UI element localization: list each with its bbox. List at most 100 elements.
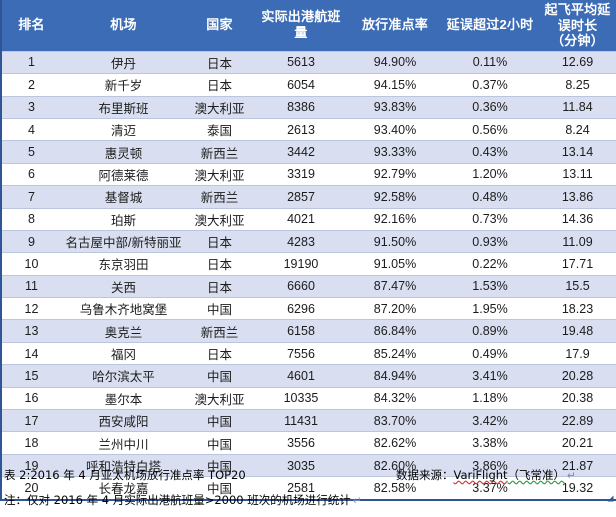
table-row: 10 东京羽田 日本 19190 91.05% 0.22% 17.71: [0, 252, 616, 276]
cell-country: 澳大利亚: [186, 95, 253, 119]
cell-ontime-rate: 84.32%: [349, 386, 441, 411]
cell-rank: 17: [0, 409, 61, 433]
cell-rank: 3: [0, 95, 61, 119]
cell-ontime-rate: 94.90%: [349, 50, 441, 75]
table-header: 排名 机场 国家 实际出港航班量 放行准点率 延误超过2小时 起飞平均延误时长 …: [0, 0, 616, 52]
table-row: 6 阿德莱德 澳大利亚 3319 92.79% 1.20% 13.11: [0, 162, 616, 187]
cell-rank: 15: [0, 364, 61, 388]
table-row: 14 福冈 日本 7556 85.24% 0.49% 17.9: [0, 341, 616, 366]
column-header-country: 国家: [206, 17, 233, 33]
cell-avg-delay-minutes: 11.84: [539, 95, 616, 119]
cell-ontime-rate: 93.33%: [349, 140, 441, 164]
cell-delay-over-2h: 3.42%: [441, 409, 539, 433]
cell-ontime-rate: 93.40%: [349, 117, 441, 142]
cell-country: 日本: [186, 73, 253, 97]
caption-line-note: 注：仅对 2016 年 4 月实际出港航班量>2000 班次的机场进行统计 ↵: [0, 488, 616, 513]
table-row: 16 墨尔本 澳大利亚 10335 84.32% 1.18% 20.38: [0, 386, 616, 411]
cell-actual-departures: 7556: [253, 341, 349, 366]
cell-delay-over-2h: 0.22%: [441, 252, 539, 276]
table-body: 1 伊丹 日本 5613 94.90% 0.11% 12.69 2 新千岁 日本 6054 94.15…: [0, 50, 616, 501]
cell-airport: 墨尔本: [61, 386, 186, 411]
table-row: 19 呼和浩特白塔 中国 3035 82.60% 3.86% 21.87: [0, 453, 616, 478]
cell-country: 澳大利亚: [186, 386, 253, 411]
cell-actual-departures: 4021: [253, 207, 349, 231]
cell-delay-over-2h: 0.37%: [441, 73, 539, 97]
table-row: 12 乌鲁木齐地窝堡 中国 6296 87.20% 1.95% 18.23: [0, 297, 616, 321]
table-row: 9 名古屋中部/新特丽亚 日本 4283 91.50% 0.93% 11.09: [0, 229, 616, 254]
table-resize-handle[interactable]: [607, 495, 614, 502]
cell-ontime-rate: 92.79%: [349, 162, 441, 187]
cell-airport: 关西: [61, 274, 186, 299]
cell-ontime-rate: 92.58%: [349, 185, 441, 209]
cell-actual-departures: 6660: [253, 274, 349, 299]
table-row: 13 奥克兰 新西兰 6158 86.84% 0.89% 19.48: [0, 319, 616, 343]
cell-avg-delay-minutes: 15.5: [539, 274, 616, 299]
cell-airport: 福冈: [61, 341, 186, 366]
column-header-avg-delay-line1: 起飞平均延误时长: [544, 2, 611, 33]
cell-country: 澳大利亚: [186, 162, 253, 187]
cell-rank: 18: [0, 431, 61, 455]
cell-country: 中国: [186, 297, 253, 321]
cell-actual-departures: 2613: [253, 117, 349, 142]
cell-country: 泰国: [186, 117, 253, 142]
cell-country: 日本: [186, 274, 253, 299]
column-header-ontime: 放行准点率: [361, 17, 428, 33]
cell-country: 中国: [186, 431, 253, 455]
pilcrow-mark-note: ↵: [352, 495, 362, 507]
cell-avg-delay-minutes: 20.28: [539, 364, 616, 388]
cell-country: 中国: [186, 364, 253, 388]
cell-rank: 5: [0, 140, 61, 164]
cell-avg-delay-minutes: 19.48: [539, 319, 616, 343]
cell-delay-over-2h: 1.20%: [441, 162, 539, 187]
cell-airport: 乌鲁木齐地窝堡: [61, 297, 186, 321]
cell-actual-departures: 3556: [253, 431, 349, 455]
data-source-alias: （飞常准）: [507, 468, 566, 482]
data-source-label: 数据来源：: [396, 468, 454, 482]
cell-avg-delay-minutes: 13.86: [539, 185, 616, 209]
cell-delay-over-2h: 3.41%: [441, 364, 539, 388]
data-source-name: VariFlight: [453, 468, 508, 482]
cell-airport: 珀斯: [61, 207, 186, 231]
cell-rank: 12: [0, 297, 61, 321]
cell-delay-over-2h: 0.48%: [441, 185, 539, 209]
table-row: 3 布里斯班 澳大利亚 8386 93.83% 0.36% 11.84: [0, 95, 616, 119]
cell-airport: 西安咸阳: [61, 409, 186, 433]
cell-ontime-rate: 91.05%: [349, 252, 441, 276]
cell-country: 中国: [186, 409, 253, 433]
cell-delay-over-2h: 3.86%: [441, 453, 539, 478]
cell-actual-departures: 11431: [253, 409, 349, 433]
cell-airport: 兰州中川: [61, 431, 186, 455]
cell-ontime-rate: 83.70%: [349, 409, 441, 433]
table-caption-title: 表 2:2016 年 4 月亚太机场放行准点率 TOP20: [4, 468, 246, 482]
cell-rank: 6: [0, 162, 61, 187]
cell-delay-over-2h: 1.53%: [441, 274, 539, 299]
table-row: 2 新千岁 日本 6054 94.15% 0.37% 8.25: [0, 73, 616, 97]
cell-delay-over-2h: 0.11%: [441, 50, 539, 75]
table-row: 20 长春龙嘉 中国 2581 82.58% 3.37% 19.32: [0, 476, 616, 501]
column-header-delay-over-2h: 延误超过2小时: [446, 17, 534, 33]
cell-airport: 东京羽田: [61, 252, 186, 276]
cell-ontime-rate: 86.84%: [349, 319, 441, 343]
cell-rank: 19: [0, 453, 61, 478]
cell-rank: 9: [0, 229, 61, 254]
table-caption-note-text: 注：仅对 2016 年 4 月实际出港航班量>2000 班次的机场进行统计: [4, 493, 351, 507]
cell-avg-delay-minutes: 14.36: [539, 207, 616, 231]
cell-avg-delay-minutes: 20.38: [539, 386, 616, 411]
cell-ontime-rate: 94.15%: [349, 73, 441, 97]
cell-rank: 11: [0, 274, 61, 299]
cell-actual-departures: 5613: [253, 50, 349, 75]
caption-area: 表 2:2016 年 4 月亚太机场放行准点率 TOP20 数据来源：VariF…: [0, 463, 616, 513]
cell-delay-over-2h: 3.37%: [441, 476, 539, 501]
cell-country: 日本: [186, 50, 253, 75]
table-row: 5 惠灵顿 新西兰 3442 93.33% 0.43% 13.14: [0, 140, 616, 164]
cell-ontime-rate: 87.47%: [349, 274, 441, 299]
cell-delay-over-2h: 0.49%: [441, 341, 539, 366]
cell-actual-departures: 10335: [253, 386, 349, 411]
cell-airport: 伊丹: [61, 50, 186, 75]
airport-ranking-table-container: 排名 机场 国家 实际出港航班量 放行准点率 延误超过2小时 起飞平均延误时长 …: [0, 0, 616, 502]
airport-ranking-table: 排名 机场 国家 实际出港航班量 放行准点率 延误超过2小时 起飞平均延误时长 …: [0, 0, 616, 501]
cell-airport: 惠灵顿: [61, 140, 186, 164]
cell-airport: 新千岁: [61, 73, 186, 97]
cell-airport: 清迈: [61, 117, 186, 142]
cell-ontime-rate: 92.16%: [349, 207, 441, 231]
